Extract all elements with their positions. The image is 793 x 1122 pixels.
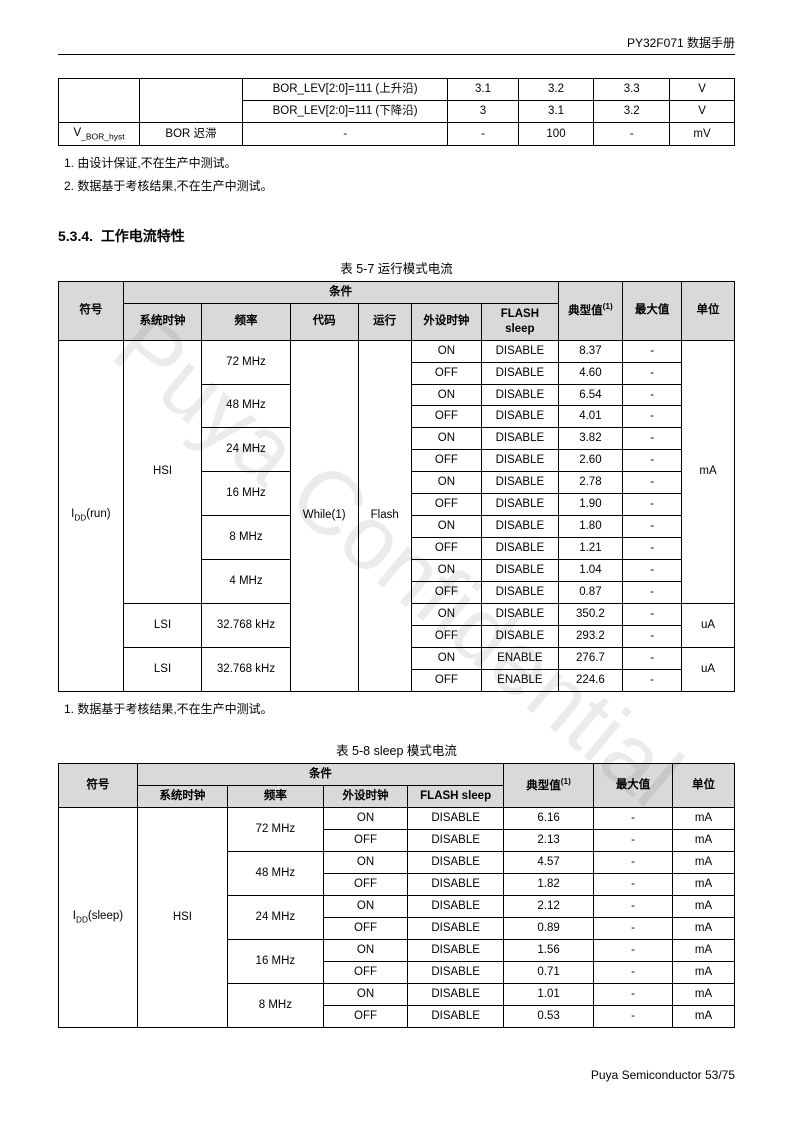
page-footer: Puya Semiconductor 53/75 (591, 1068, 735, 1082)
page-header: PY32F071 数据手册 (627, 34, 735, 51)
header-rule (58, 54, 735, 55)
section-number: 5.3.4. (58, 228, 93, 244)
notes-top: 1. 由设计保证,不在生产中测试。2. 数据基于考核结果,不在生产中测试。 (64, 152, 735, 198)
section-heading: 5.3.4. 工作电流特性 (58, 226, 735, 246)
table-bor: BOR_LEV[2:0]=111 (上升沿)3.13.23.3VBOR_LEV[… (58, 78, 735, 146)
section-title: 工作电流特性 (101, 228, 185, 244)
table57-caption: 表 5-7 运行模式电流 (58, 258, 735, 277)
table-57: 符号条件典型值(1)最大值单位系统时钟频率代码运行外设时钟FLASH sleep… (58, 281, 735, 692)
table-58: 符号条件典型值(1)最大值单位系统时钟频率外设时钟FLASH sleepIDD(… (58, 763, 735, 1027)
table58-caption: 表 5-8 sleep 模式电流 (58, 740, 735, 759)
notes-mid: 1. 数据基于考核结果,不在生产中测试。 (64, 698, 735, 721)
